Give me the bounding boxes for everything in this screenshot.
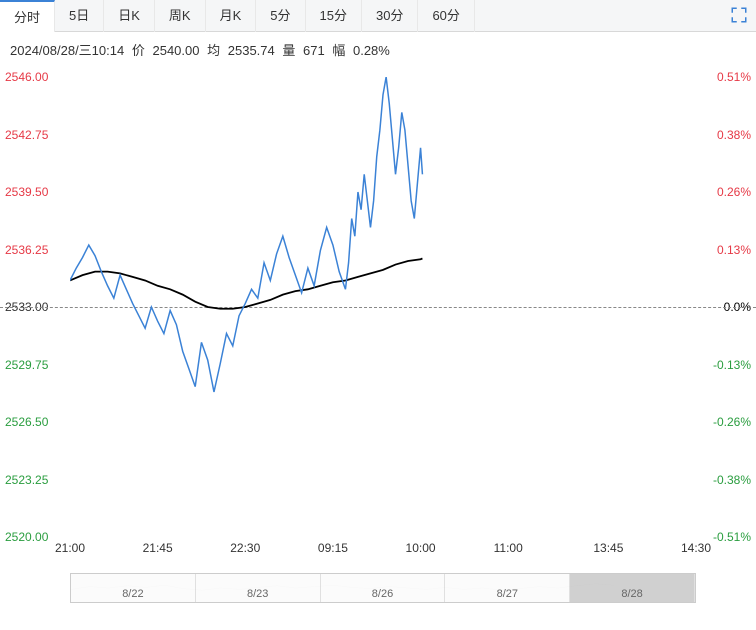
tab-月K[interactable]: 月K	[206, 0, 257, 32]
y-left-label: 2526.50	[5, 415, 48, 429]
timeframe-tabs: 分时5日日K周K月K5分15分30分60分	[0, 0, 756, 32]
y-right-label: -0.26%	[713, 415, 751, 429]
info-price-label: 价	[132, 43, 145, 58]
mini-overview-chart[interactable]: 8/228/238/268/278/28	[70, 573, 696, 603]
x-label: 10:00	[406, 541, 436, 555]
y-left-label: 2539.50	[5, 185, 48, 199]
x-label: 13:45	[593, 541, 623, 555]
info-price: 2540.00	[152, 43, 199, 58]
main-chart: 2546.002542.752539.502536.252533.002529.…	[0, 67, 756, 567]
info-pct: 0.28%	[353, 43, 390, 58]
mini-svg	[71, 574, 695, 602]
y-left-label: 2546.00	[5, 70, 48, 84]
price-line	[70, 77, 422, 392]
tab-15分[interactable]: 15分	[306, 0, 362, 32]
y-right-label: 0.51%	[717, 70, 751, 84]
info-avg-label: 均	[207, 43, 220, 58]
expand-icon[interactable]	[730, 6, 748, 29]
y-right-label: 0.38%	[717, 128, 751, 142]
tab-日K[interactable]: 日K	[104, 0, 155, 32]
y-left-label: 2523.25	[5, 473, 48, 487]
info-avg: 2535.74	[228, 43, 275, 58]
x-label: 09:15	[318, 541, 348, 555]
info-vol-label: 量	[282, 43, 295, 58]
x-label: 21:00	[55, 541, 85, 555]
info-bar: 2024/08/28/三10:14 价 2540.00 均 2535.74 量 …	[0, 32, 756, 67]
y-right-label: 0.26%	[717, 185, 751, 199]
tab-分时[interactable]: 分时	[0, 0, 55, 32]
x-label: 11:00	[494, 541, 523, 555]
chart-svg	[70, 77, 696, 537]
y-right-label: -0.51%	[713, 530, 751, 544]
x-label: 14:30	[681, 541, 711, 555]
tab-5分[interactable]: 5分	[256, 0, 305, 32]
info-pct-label: 幅	[332, 43, 345, 58]
x-label: 22:30	[230, 541, 260, 555]
y-left-label: 2542.75	[5, 128, 48, 142]
x-label: 21:45	[143, 541, 173, 555]
mini-line	[71, 584, 614, 590]
tab-30分[interactable]: 30分	[362, 0, 418, 32]
tab-周K[interactable]: 周K	[155, 0, 206, 32]
tab-60分[interactable]: 60分	[418, 0, 474, 32]
y-left-label: 2529.75	[5, 358, 48, 372]
y-right-label: -0.13%	[713, 358, 751, 372]
info-datetime: 2024/08/28/三10:14	[10, 43, 124, 58]
y-left-label: 2536.25	[5, 243, 48, 257]
info-vol: 671	[303, 43, 325, 58]
tab-5日[interactable]: 5日	[55, 0, 104, 32]
y-right-label: -0.38%	[713, 473, 751, 487]
y-left-label: 2520.00	[5, 530, 48, 544]
y-right-label: 0.13%	[717, 243, 751, 257]
